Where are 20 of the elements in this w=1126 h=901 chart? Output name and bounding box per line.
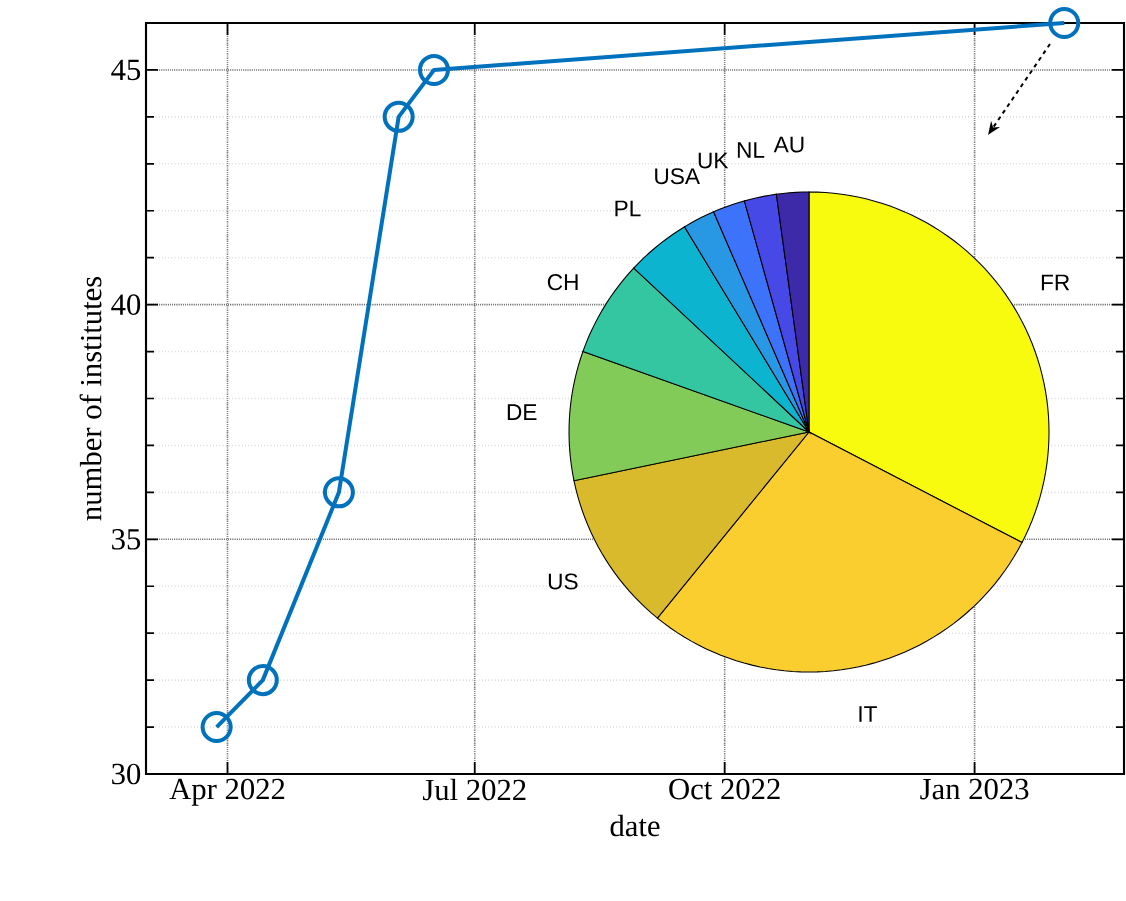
x-tick-label: Oct 2022 bbox=[669, 778, 780, 800]
slice-label: USA bbox=[655, 168, 700, 185]
slice-label: NL bbox=[737, 142, 765, 158]
x-axis-title: date bbox=[610, 814, 660, 837]
slice-label: US bbox=[548, 573, 578, 590]
y-tick-label: 35 bbox=[112, 529, 141, 550]
x-tick-label: Apr 2022 bbox=[169, 778, 285, 806]
slice-label: DE bbox=[507, 404, 537, 420]
y-axis-title: number of institutes bbox=[79, 276, 102, 521]
y-tick-label: 40 bbox=[111, 294, 141, 315]
slice-label: IT bbox=[859, 706, 877, 722]
slice-label: AU bbox=[773, 136, 804, 153]
slice-label: FR bbox=[1041, 274, 1070, 291]
slice-label: UK bbox=[698, 152, 729, 169]
y-tick-label: 45 bbox=[111, 59, 141, 81]
slice-label: CH bbox=[547, 274, 578, 291]
y-tick-label: 30 bbox=[112, 763, 141, 785]
x-tick-label: Jan 2023 bbox=[920, 778, 1029, 800]
x-tick-label: Jul 2022 bbox=[422, 778, 526, 801]
slice-label: PL bbox=[615, 200, 641, 217]
